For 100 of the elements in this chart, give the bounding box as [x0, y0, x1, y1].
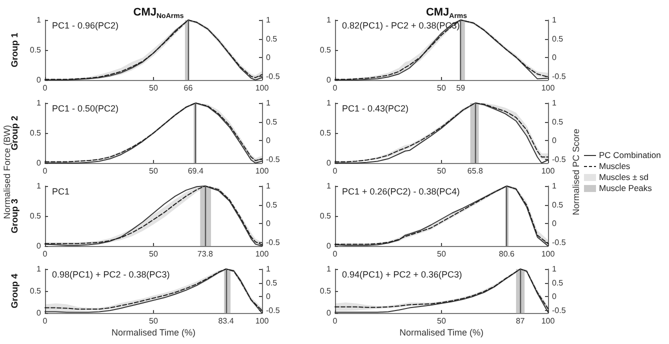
x-tick-label: 73.8	[197, 250, 214, 258]
y2-tick-label: -0.5	[266, 238, 280, 247]
legend-label: Muscle Peaks	[599, 183, 652, 194]
x-tick-label: 0	[332, 84, 338, 92]
legend-label: Muscles	[599, 161, 630, 172]
annotation: 0.94(PC1) + PC2 + 0.36(PC3)	[342, 270, 462, 280]
text: Muscles ± sd	[599, 172, 649, 183]
y-axis-title: Group 1	[9, 32, 20, 68]
y-tick-label: 1	[326, 98, 332, 108]
y-tick-label: 0	[326, 308, 332, 318]
x-tick-label: 100	[541, 84, 556, 92]
y-tick-label: 1	[36, 16, 42, 24]
y-tick-label: 0	[326, 158, 332, 168]
text: Normalised Force (BW)	[2, 125, 12, 219]
x-tick-label: 100	[255, 250, 270, 258]
x-tick-label: 87	[516, 316, 526, 326]
y-tick-label: 0	[326, 76, 332, 84]
y2-tick-label: -0.5	[552, 154, 566, 164]
y-tick-label: 0	[36, 158, 42, 168]
y2-tick-label: 0	[266, 219, 271, 228]
y-tick-label: 0.5	[30, 286, 42, 296]
y-tick-label: 0.5	[320, 212, 332, 220]
x-tick-label: 83.4	[218, 316, 234, 326]
x-tick-label: 80.6	[498, 250, 516, 258]
y-tick-label: 1	[36, 264, 42, 274]
x-tick-label: 100	[255, 316, 270, 326]
y2-tick-label: -0.5	[552, 238, 566, 247]
x-tick-label: 59	[456, 84, 466, 92]
x-tick-label: 0	[42, 84, 48, 92]
y-tick-label: 0	[326, 242, 332, 250]
y2-tick-label: 0	[266, 292, 271, 302]
y2-tick-label: -0.5	[552, 72, 566, 81]
y-tick-label: 1	[36, 98, 42, 108]
annotation: PC1 - 0.50(PC2)	[52, 104, 119, 114]
y2-tick-label: 0.5	[552, 34, 564, 44]
x-tick-label: 50	[149, 316, 158, 326]
y2-tick-label: 0	[552, 53, 557, 62]
y2-tick-label: 0	[552, 136, 557, 145]
annotation: PC1	[52, 186, 70, 196]
y2-tick-label: 1	[552, 16, 557, 24]
y-tick-label: 0.5	[320, 286, 332, 296]
y-tick-label: 0.5	[30, 212, 42, 220]
y-tick-label: 1	[36, 182, 42, 190]
y-tick-label: 0.5	[320, 128, 332, 138]
y-axis-title: Group 3	[9, 198, 20, 234]
y2-tick-label: 0.5	[266, 117, 278, 126]
y2-tick-label: 1	[266, 16, 271, 24]
x-tick-label: 100	[541, 316, 556, 326]
y2-tick-label: 0.5	[552, 200, 564, 210]
y2-tick-label: 0	[266, 53, 271, 62]
y2-tick-label: 1	[266, 264, 271, 274]
x-tick-label: 100	[541, 166, 556, 176]
x-tick-label: 50	[149, 166, 158, 176]
x-axis-title: Normalised Time (%)	[111, 328, 196, 338]
x-tick-label: 100	[541, 250, 556, 258]
x-tick-label: 50	[437, 316, 446, 326]
y2-tick-label: 0	[266, 136, 271, 145]
y2-tick-label: 0.5	[266, 278, 278, 288]
y2-tick-label: -0.5	[266, 72, 280, 81]
y-tick-label: 0	[36, 308, 42, 318]
annotation: PC1 + 0.26(PC2) - 0.38(PC4)	[342, 186, 460, 196]
y-tick-label: 1	[326, 264, 332, 274]
x-tick-label: 50	[437, 84, 446, 92]
x-tick-label: 100	[255, 84, 270, 92]
y-tick-label: 1	[326, 16, 332, 24]
y2-tick-label: 0.5	[266, 34, 278, 44]
y2-tick-label: 1	[266, 182, 271, 190]
y2-tick-label: -0.5	[266, 154, 280, 164]
y2-tick-label: -0.5	[552, 306, 566, 315]
y2-tick-label: 0	[552, 219, 557, 228]
x-tick-label: 65.8	[467, 166, 484, 176]
x-tick-label: 69.4	[188, 166, 204, 176]
y2-tick-label: 1	[552, 182, 557, 190]
x-tick-label: 50	[149, 84, 158, 92]
y-tick-label: 0.5	[30, 46, 42, 54]
annotation: PC1 - 0.96(PC2)	[52, 20, 119, 30]
y-axis-title: Group 4	[9, 274, 20, 308]
annotation: 0.98(PC1) + PC2 - 0.38(PC3)	[52, 270, 170, 280]
y2-tick-label: 0.5	[552, 117, 564, 126]
x-axis-title: Normalised Time (%)	[399, 328, 484, 338]
x-tick-label: 0	[332, 250, 338, 258]
y2-tick-label: -0.5	[266, 306, 280, 315]
x-tick-label: 0	[42, 250, 48, 258]
y2-tick-label: 1	[266, 98, 271, 108]
x-tick-label: 0	[332, 166, 338, 176]
x-tick-label: 100	[255, 166, 270, 176]
annotation: PC1 - 0.43(PC2)	[342, 104, 409, 114]
y-tick-label: 0.5	[30, 128, 42, 138]
y2-tick-label: 1	[552, 264, 557, 274]
y-tick-label: 0.5	[320, 46, 332, 54]
legend-label: PC Combination	[599, 150, 661, 161]
x-tick-label: 0	[332, 316, 338, 326]
x-tick-label: 50	[149, 250, 158, 258]
x-tick-label: 50	[437, 250, 446, 258]
y-tick-label: 0	[36, 76, 42, 84]
y2-tick-label: 1	[552, 98, 557, 108]
y2-tick-label: 0	[552, 292, 557, 302]
x-tick-label: 66	[184, 84, 194, 92]
y2-axis-title: Normalised PC Score	[571, 128, 581, 216]
x-tick-label: 0	[42, 316, 48, 326]
